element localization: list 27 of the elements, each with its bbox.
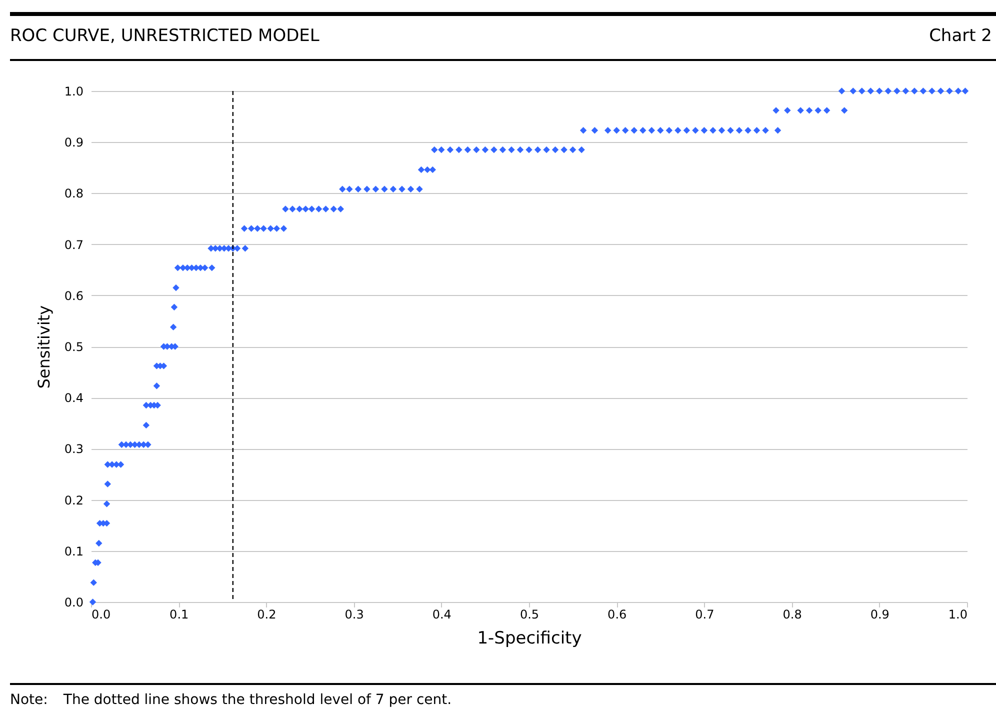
text: Note: The dotted line shows the threshold level of 7 per cent. bbox=[10, 692, 452, 708]
y-tick-label: 0.4 bbox=[64, 391, 84, 406]
x-tick-label: 0.5 bbox=[520, 608, 540, 622]
y-tick-label: 0.0 bbox=[64, 596, 84, 610]
x-tick-label: 0.3 bbox=[344, 608, 364, 622]
y-axis-title: Sensitivity bbox=[34, 305, 54, 389]
y-tick-label: 1.0 bbox=[64, 84, 84, 98]
y-tick-label: 0.3 bbox=[64, 442, 84, 456]
x-tick-label: 0.4 bbox=[432, 608, 452, 622]
x-tick-label: 1.0 bbox=[948, 608, 968, 622]
chart-title: ROC CURVE, UNRESTRICTED MODEL bbox=[10, 26, 320, 46]
x-tick-label: 0.1 bbox=[170, 608, 189, 622]
y-tick-label: 0.7 bbox=[64, 238, 84, 252]
x-axis-title: 1-Specificity bbox=[477, 628, 582, 648]
y-tick-label: 0.9 bbox=[64, 136, 84, 150]
y-tick-label: 0.5 bbox=[64, 340, 84, 354]
y-tick-label: 0.6 bbox=[64, 288, 84, 303]
y-tick-label: 0.2 bbox=[64, 493, 84, 508]
x-tick-label: 0.8 bbox=[782, 608, 802, 622]
x-tick-label: 0.0 bbox=[92, 608, 111, 622]
x-tick-label: 0.2 bbox=[257, 608, 276, 622]
x-tick-label: 0.7 bbox=[695, 608, 714, 622]
x-tick-label: 0.9 bbox=[870, 608, 890, 622]
y-tick-label: 0.8 bbox=[64, 186, 84, 201]
y-tick-label: 0.1 bbox=[64, 544, 84, 558]
chart-subtitle: Chart 2 bbox=[929, 26, 992, 46]
x-tick-label: 0.6 bbox=[608, 608, 627, 622]
